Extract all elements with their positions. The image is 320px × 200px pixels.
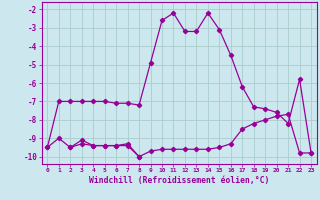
X-axis label: Windchill (Refroidissement éolien,°C): Windchill (Refroidissement éolien,°C) [89, 176, 269, 185]
